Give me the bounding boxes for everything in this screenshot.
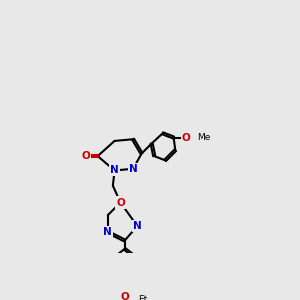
Text: N: N bbox=[103, 227, 112, 237]
Text: N: N bbox=[129, 164, 137, 174]
Text: O: O bbox=[182, 133, 191, 142]
Text: O: O bbox=[82, 151, 90, 161]
Text: N: N bbox=[133, 221, 142, 231]
Text: O: O bbox=[120, 292, 129, 300]
Text: O: O bbox=[116, 197, 125, 208]
Text: Et: Et bbox=[138, 295, 147, 300]
Text: Me: Me bbox=[197, 133, 211, 142]
Text: N: N bbox=[110, 166, 119, 176]
